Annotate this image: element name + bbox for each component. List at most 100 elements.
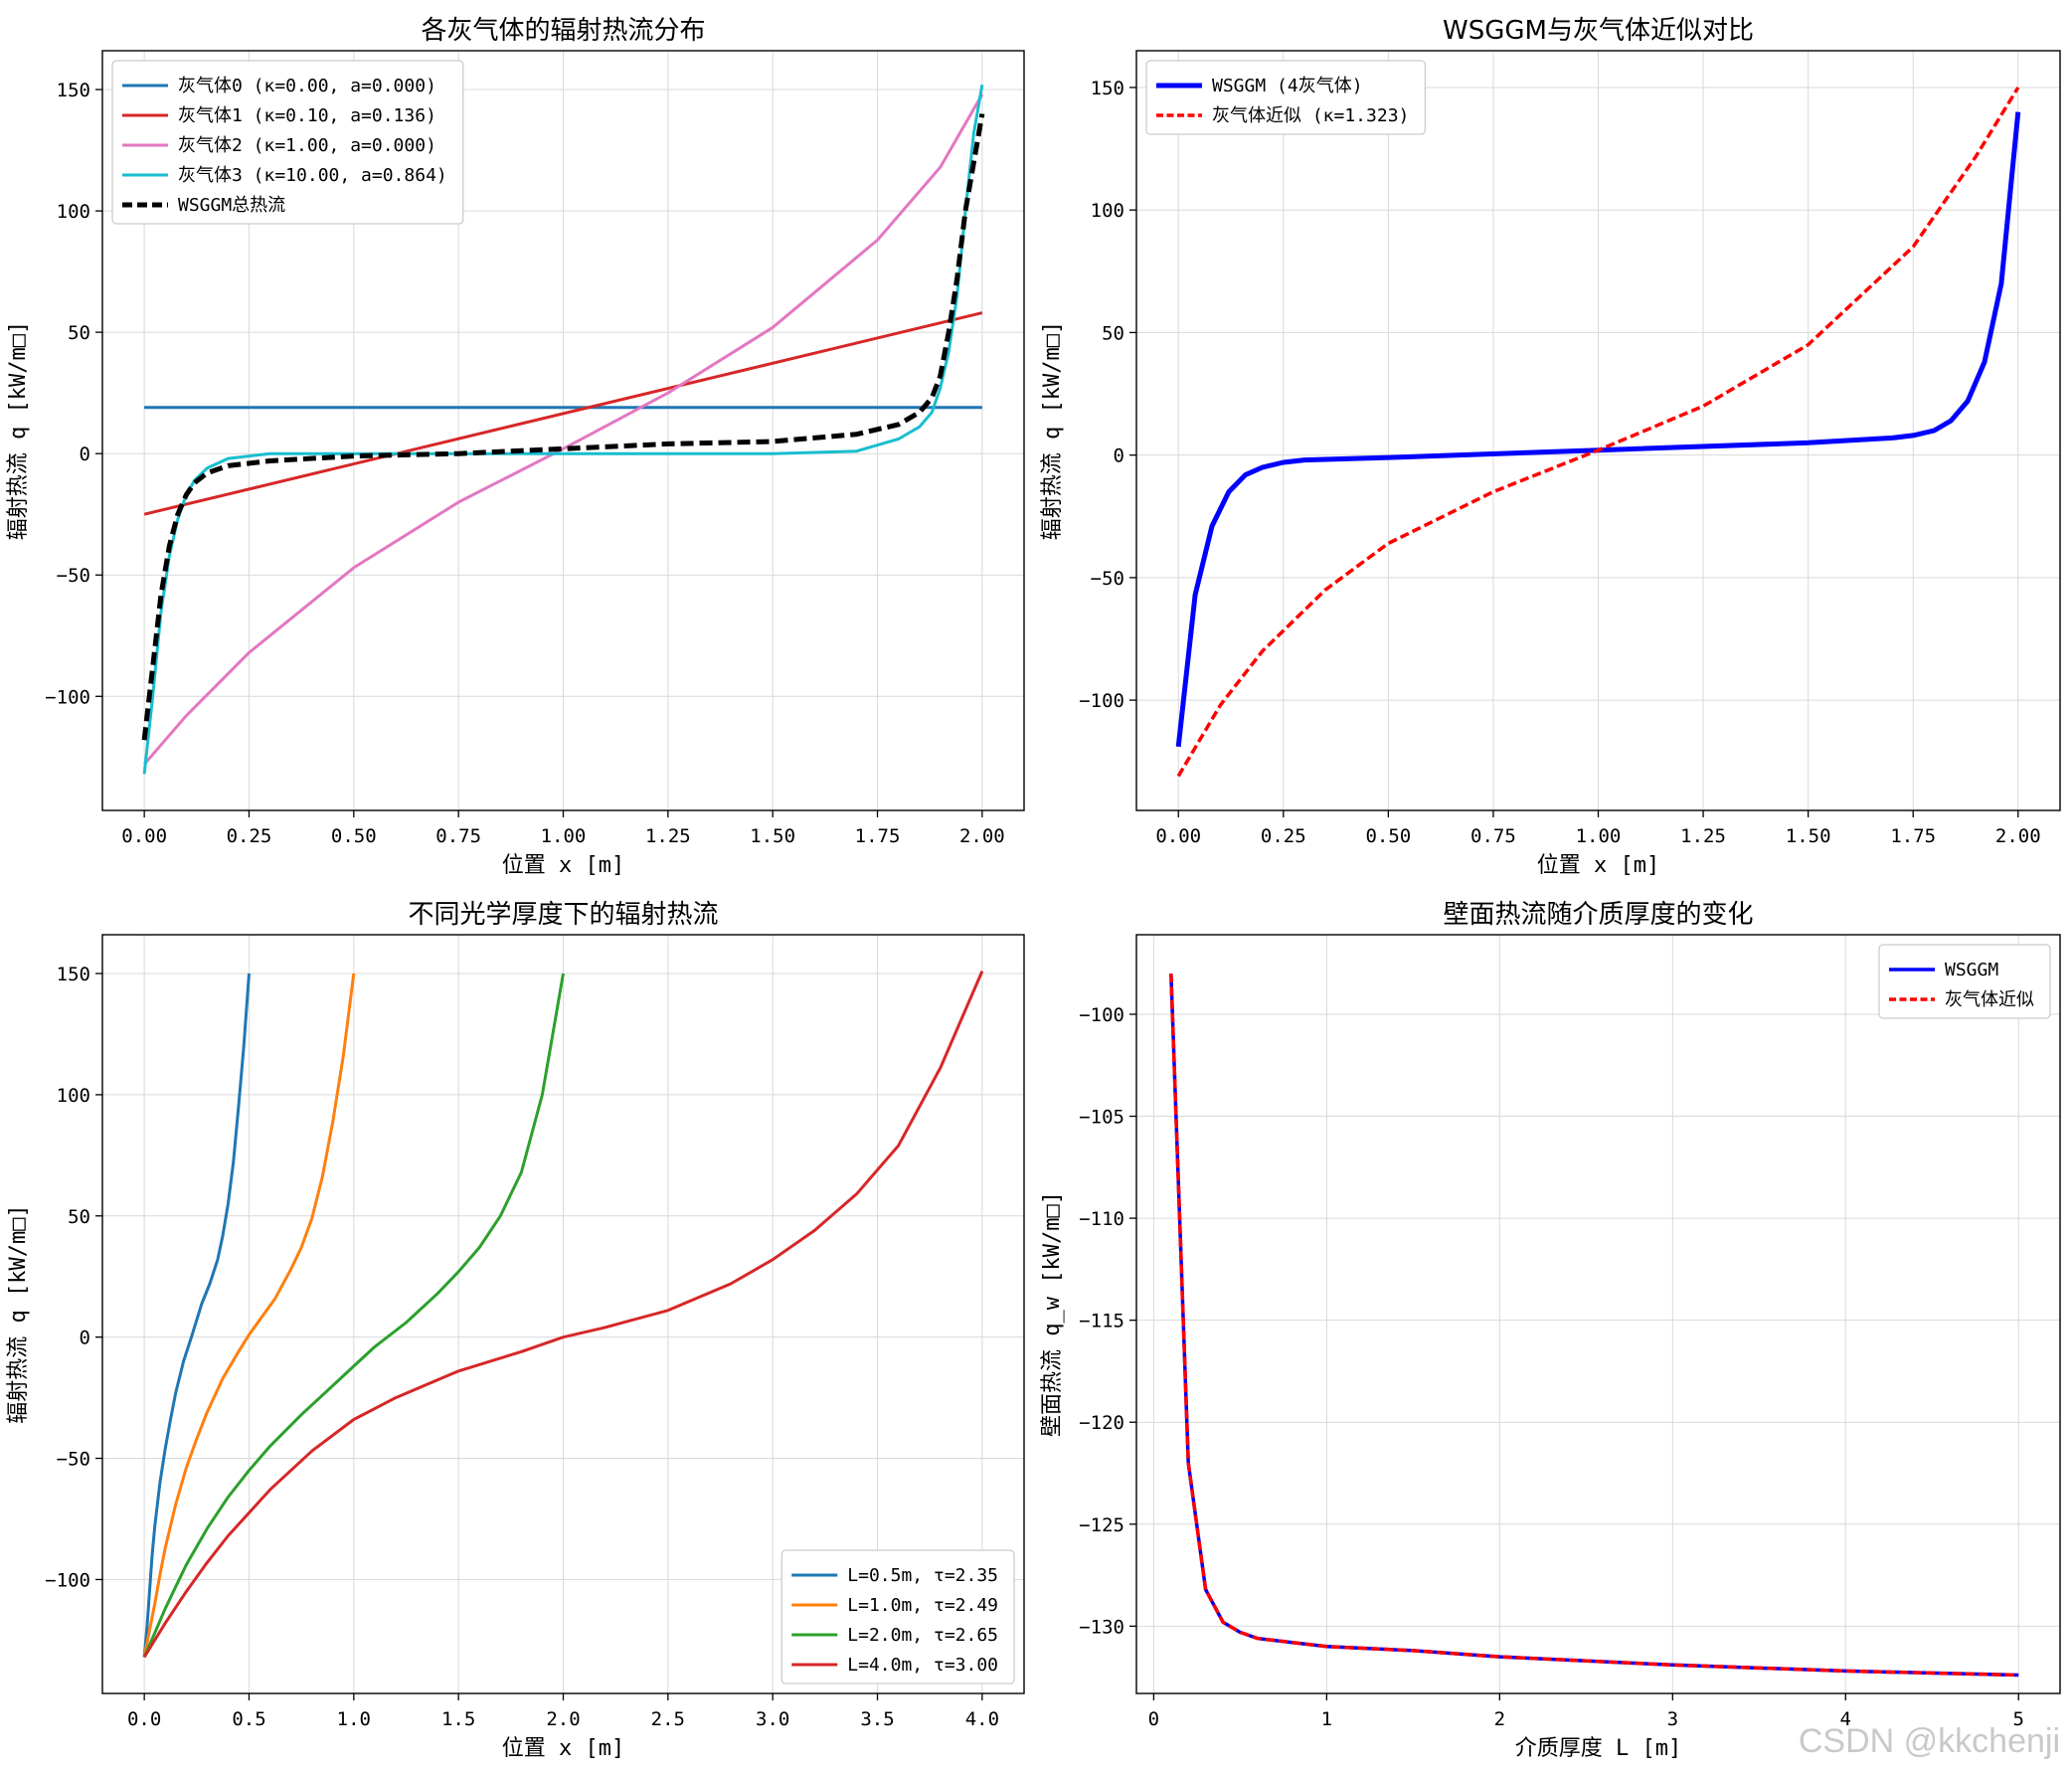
x-tick-label: 1.50 xyxy=(1786,825,1831,847)
legend-label: WSGGM (4灰气体) xyxy=(1212,76,1363,96)
y-tick-label: −100 xyxy=(45,1569,90,1591)
x-tick-label: 1.75 xyxy=(855,825,901,847)
legend: 灰气体0 (κ=0.00, a=0.000) 灰气体1 (κ=0.10, a=0.… xyxy=(111,60,464,225)
y-tick-label: −100 xyxy=(1079,1004,1124,1026)
y-tick-label: 0 xyxy=(1114,445,1124,467)
series-line-4 xyxy=(141,113,985,741)
legend-label: L=0.5m, τ=2.35 xyxy=(847,1565,998,1586)
legend-label: 灰气体2 (κ=1.00, a=0.000) xyxy=(178,135,436,156)
series-group xyxy=(142,971,984,1659)
y-tick-label: −110 xyxy=(1079,1208,1124,1230)
legend-label: 灰气体近似 xyxy=(1945,989,2034,1010)
series-line-1 xyxy=(1176,87,2020,778)
chart-title: 各灰气体的辐射热流分布 xyxy=(421,16,705,46)
x-tick-label: 2.00 xyxy=(1995,825,2041,847)
x-tick-label: 2.0 xyxy=(546,1708,580,1730)
x-tick-label: 3.0 xyxy=(756,1708,789,1730)
x-tick-label: 1.5 xyxy=(441,1708,475,1730)
y-axis-label: 辐射热流 q [kW/m□] xyxy=(6,321,31,540)
series-group xyxy=(141,84,985,775)
x-tick-label: 1.75 xyxy=(1890,825,1936,847)
legend-label: 灰气体近似 (κ=1.323) xyxy=(1212,105,1409,126)
x-tick-label: 0.25 xyxy=(227,825,272,847)
y-tick-label: 150 xyxy=(1091,78,1124,99)
legend-label: L=4.0m, τ=3.00 xyxy=(847,1655,998,1676)
legend-label: 灰气体0 (κ=0.00, a=0.000) xyxy=(178,76,436,96)
plot-frame xyxy=(1135,934,2061,1694)
y-axis-label: 辐射热流 q [kW/m□] xyxy=(1040,321,1065,540)
y-tick-label: 50 xyxy=(1102,322,1124,344)
x-axis-label: 位置 x [m] xyxy=(502,1736,624,1761)
chart-title: 不同光学厚度下的辐射热流 xyxy=(408,900,718,930)
x-tick-label: 0.0 xyxy=(127,1708,161,1730)
x-tick-label: 1.50 xyxy=(750,825,795,847)
x-tick-label: 0.00 xyxy=(121,825,167,847)
x-axis-label: 位置 x [m] xyxy=(1537,853,1659,878)
x-tick-label: 2 xyxy=(1494,1708,1505,1730)
x-axis-label: 介质厚度 L [m] xyxy=(1515,1736,1681,1761)
legend-box xyxy=(111,60,464,225)
y-tick-label: −105 xyxy=(1079,1107,1124,1129)
legend-label: WSGGM xyxy=(1945,960,1998,980)
x-tick-label: 1.25 xyxy=(645,825,691,847)
x-tick-label: 1.00 xyxy=(541,825,587,847)
x-tick-label: 4.0 xyxy=(965,1708,999,1730)
x-tick-label: 0.5 xyxy=(232,1708,265,1730)
x-tick-label: 0.00 xyxy=(1155,825,1201,847)
legend: WSGGM 灰气体近似 xyxy=(1878,944,2051,1019)
x-tick-label: 1.0 xyxy=(337,1708,371,1730)
x-tick-label: 2.5 xyxy=(651,1708,685,1730)
x-tick-label: 3.5 xyxy=(860,1708,894,1730)
y-tick-label: 0 xyxy=(80,444,90,465)
chart-panel-heat-flux-per-gas: 0.00 0.25 0.50 0.75 1.00 1.25 1.50 1.75 2.00 −100… xyxy=(6,16,1025,878)
y-tick-label: 150 xyxy=(57,964,90,985)
series-group xyxy=(1169,973,2019,1678)
series-line-1 xyxy=(1169,973,2019,1678)
y-tick-label: −130 xyxy=(1079,1616,1124,1638)
series-line-3 xyxy=(142,971,984,1659)
series-line-2 xyxy=(142,973,565,1658)
series-group xyxy=(1175,87,2021,778)
x-tick-label: 1.25 xyxy=(1680,825,1726,847)
y-tick-label: −100 xyxy=(45,686,90,708)
y-tick-label: 100 xyxy=(57,1085,90,1107)
y-tick-label: −115 xyxy=(1079,1311,1124,1332)
x-tick-label: 1 xyxy=(1321,1708,1332,1730)
x-tick-label: 0.50 xyxy=(331,825,377,847)
x-tick-label: 0.75 xyxy=(1470,825,1516,847)
y-tick-label: −50 xyxy=(1091,568,1124,590)
x-tick-label: 5 xyxy=(2013,1708,2024,1730)
y-tick-label: −100 xyxy=(1079,690,1124,712)
y-tick-label: 50 xyxy=(68,322,90,344)
chart-title: WSGGM与灰气体近似对比 xyxy=(1443,16,1754,46)
x-axis-label: 位置 x [m] xyxy=(502,853,624,878)
chart-panel-wsggm-vs-gray: 0.00 0.25 0.50 0.75 1.00 1.25 1.50 1.75 2.00 −100… xyxy=(1040,16,2061,878)
x-tick-label: 0 xyxy=(1148,1708,1159,1730)
legend-box xyxy=(780,1549,1015,1685)
legend-label: 灰气体1 (κ=0.10, a=0.136) xyxy=(178,105,436,126)
x-tick-label: 0.25 xyxy=(1261,825,1306,847)
legend-label: 灰气体3 (κ=10.00, a=0.864) xyxy=(178,165,447,186)
watermark-text: CSDN @kkchenji xyxy=(1799,1722,2060,1760)
y-tick-label: 50 xyxy=(68,1206,90,1228)
y-tick-label: 100 xyxy=(1091,200,1124,222)
x-tick-label: 0.75 xyxy=(435,825,481,847)
y-tick-label: −120 xyxy=(1079,1412,1124,1434)
chart-panel-wall-heat-flux: 0 1 2 3 4 5 −130 −125 −120 −115 −110 −105 −100 壁面热流随介… xyxy=(1040,900,2061,1761)
y-axis-label: 壁面热流 q_w [kW/m□] xyxy=(1040,1191,1065,1437)
y-axis-label: 辐射热流 q [kW/m□] xyxy=(6,1204,31,1423)
y-tick-label: 150 xyxy=(57,80,90,101)
series-line-2 xyxy=(142,93,984,766)
series-line-0 xyxy=(1169,973,2019,1678)
series-line-1 xyxy=(142,973,356,1658)
x-tick-label: 4 xyxy=(1840,1708,1851,1730)
chart-title: 壁面热流随介质厚度的变化 xyxy=(1443,900,1753,930)
y-tick-label: −50 xyxy=(57,1449,90,1471)
x-tick-label: 1.00 xyxy=(1576,825,1622,847)
legend-label: WSGGM总热流 xyxy=(178,195,285,216)
y-tick-label: 0 xyxy=(80,1328,90,1349)
legend-label: L=1.0m, τ=2.49 xyxy=(847,1595,998,1616)
series-line-1 xyxy=(143,311,983,516)
x-tick-label: 3 xyxy=(1667,1708,1678,1730)
